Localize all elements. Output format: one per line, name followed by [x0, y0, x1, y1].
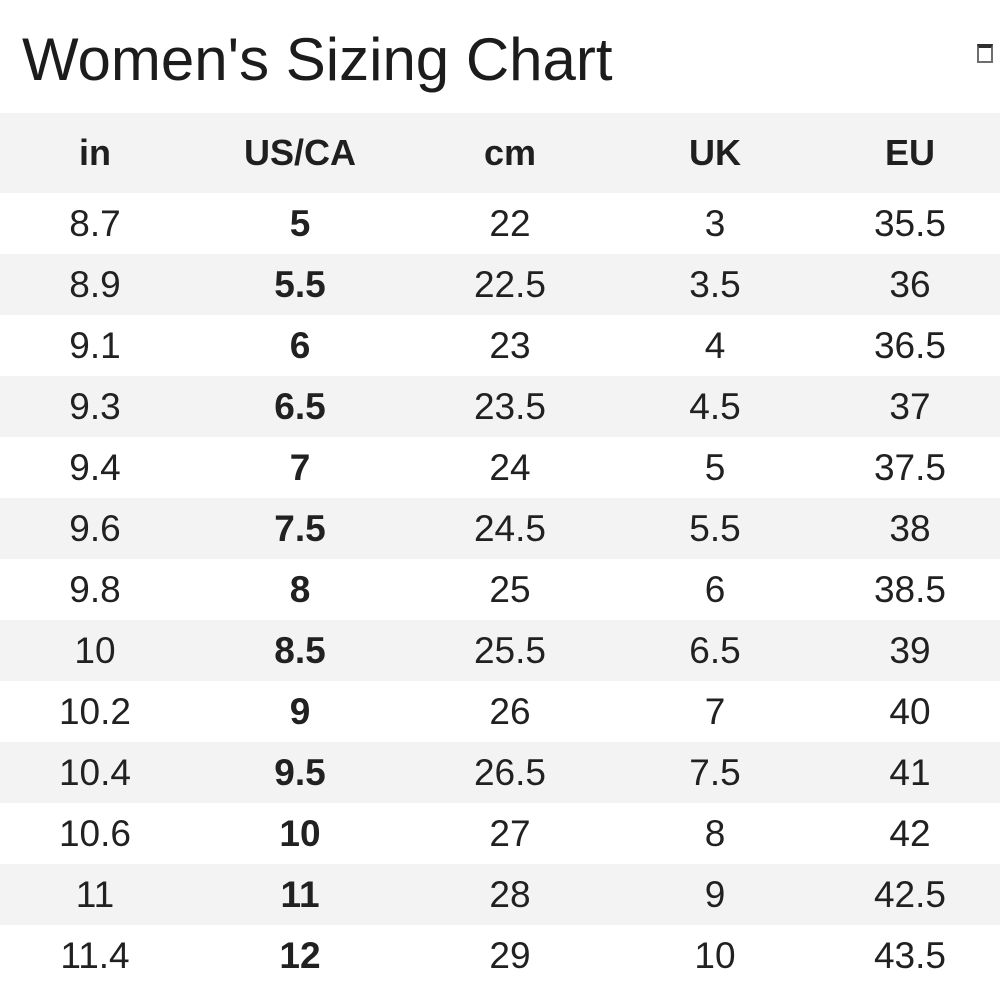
- cell-cm: 26: [489, 690, 531, 732]
- cell-uk: 8: [704, 812, 726, 854]
- cell-us-ca: 8.5: [274, 629, 326, 671]
- column-header-us-ca: US/CA: [243, 132, 356, 173]
- cell-us-ca: 7.5: [274, 507, 326, 549]
- column-header-in: in: [79, 132, 111, 173]
- cell-us-ca: 5: [289, 202, 311, 244]
- cell-uk: 7: [704, 690, 726, 732]
- table-row: 10 8.5 25.5 6.5 39: [0, 620, 1000, 681]
- table-row: 10.4 9.5 26.5 7.5 41: [0, 742, 1000, 803]
- column-header-cm: cm: [483, 132, 537, 173]
- cell-eu: 39: [889, 629, 931, 671]
- table-row: 9.6 7.5 24.5 5.5 38: [0, 498, 1000, 559]
- table-row: 10.2 9 26 7 40: [0, 681, 1000, 742]
- cell-eu: 40: [889, 690, 931, 732]
- cell-eu: 35.5: [873, 202, 946, 244]
- table-row: 9.8 8 25 6 38.5: [0, 559, 1000, 620]
- cell-eu: 42: [889, 812, 931, 854]
- column-header-uk: UK: [689, 132, 741, 173]
- cell-in: 10.6: [58, 812, 131, 854]
- cell-eu: 37.5: [873, 446, 946, 488]
- size-table-head: in US/CA cm UK EU: [0, 113, 1000, 193]
- cell-in: 9.4: [69, 446, 121, 488]
- table-row: 11 11 28 9 42.5: [0, 864, 1000, 925]
- column-header-eu: EU: [884, 132, 935, 173]
- table-row: 9.4 7 24 5 37.5: [0, 437, 1000, 498]
- cell-eu: 42.5: [873, 873, 946, 915]
- cell-us-ca: 12: [279, 934, 321, 976]
- table-row: 10.6 10 27 8 42: [0, 803, 1000, 864]
- cell-us-ca: 9: [289, 690, 311, 732]
- cell-eu: 41: [889, 751, 931, 793]
- cell-in: 11.4: [60, 934, 130, 976]
- cell-in: 8.9: [69, 263, 121, 305]
- table-row: 8.9 5.5 22.5 3.5 36: [0, 254, 1000, 315]
- cell-in: 10.2: [58, 690, 131, 732]
- table-row: 9.3 6.5 23.5 4.5 37: [0, 376, 1000, 437]
- table-row: 11.4 12 29 10 43.5: [0, 925, 1000, 986]
- cell-uk: 9: [704, 873, 726, 915]
- cell-uk: 5.5: [689, 507, 741, 549]
- cell-us-ca: 9.5: [274, 751, 326, 793]
- cell-cm: 22.5: [473, 263, 546, 305]
- cell-in: 11: [75, 873, 115, 915]
- header-row: in US/CA cm UK EU: [0, 113, 1000, 193]
- size-table-body: 8.7 5 22 3 35.5 8.9 5.5 22.5 3.5 36 9.1 6 23 4 36.5 9.3…: [0, 193, 1000, 986]
- cell-in: 9.6: [69, 507, 121, 549]
- cell-us-ca: 6: [289, 324, 311, 366]
- cell-eu: 38.5: [873, 568, 946, 610]
- cell-cm: 22: [489, 202, 531, 244]
- cell-cm: 27: [489, 812, 531, 854]
- cell-eu: 36.5: [873, 324, 946, 366]
- cell-us-ca: 7: [289, 446, 311, 488]
- cell-us-ca: 6.5: [274, 385, 326, 427]
- cell-us-ca: 8: [289, 568, 311, 610]
- cell-eu: 37: [889, 385, 931, 427]
- cell-uk: 3.5: [689, 263, 741, 305]
- cell-uk: 4.5: [689, 385, 741, 427]
- cell-uk: 3: [704, 202, 726, 244]
- cell-uk: 5: [704, 446, 726, 488]
- cell-us-ca: 5.5: [274, 263, 326, 305]
- page-title: Women's Sizing Chart: [22, 26, 613, 93]
- cell-cm: 24: [489, 446, 531, 488]
- cell-uk: 6: [704, 568, 726, 610]
- cell-in: 9.1: [69, 324, 121, 366]
- cell-uk: 6.5: [689, 629, 741, 671]
- cell-cm: 25.5: [473, 629, 546, 671]
- cell-eu: 38: [889, 507, 931, 549]
- cell-uk: 7.5: [689, 751, 741, 793]
- table-row: 8.7 5 22 3 35.5: [0, 193, 1000, 254]
- corner-box-icon[interactable]: [977, 44, 993, 63]
- cell-uk: 10: [694, 934, 736, 976]
- cell-cm: 26.5: [473, 751, 546, 793]
- cell-us-ca: 10: [279, 812, 321, 854]
- size-table: in US/CA cm UK EU 8.7 5 22 3 35.5 8.9 5.5 22.5 3.5 36…: [0, 113, 1000, 986]
- cell-in: 8.7: [69, 202, 121, 244]
- table-row: 9.1 6 23 4 36.5: [0, 315, 1000, 376]
- cell-uk: 4: [704, 324, 726, 366]
- cell-cm: 24.5: [473, 507, 546, 549]
- page-header: Women's Sizing Chart: [0, 0, 1000, 113]
- cell-cm: 23.5: [473, 385, 546, 427]
- cell-in: 9.8: [69, 568, 121, 610]
- cell-cm: 23: [489, 324, 531, 366]
- cell-cm: 28: [489, 873, 531, 915]
- cell-eu: 43.5: [873, 934, 946, 976]
- cell-in: 10.4: [58, 751, 131, 793]
- cell-in: 10: [74, 629, 116, 671]
- cell-eu: 36: [889, 263, 931, 305]
- cell-cm: 25: [489, 568, 531, 610]
- cell-us-ca: 11: [280, 873, 320, 915]
- cell-cm: 29: [489, 934, 531, 976]
- cell-in: 9.3: [69, 385, 121, 427]
